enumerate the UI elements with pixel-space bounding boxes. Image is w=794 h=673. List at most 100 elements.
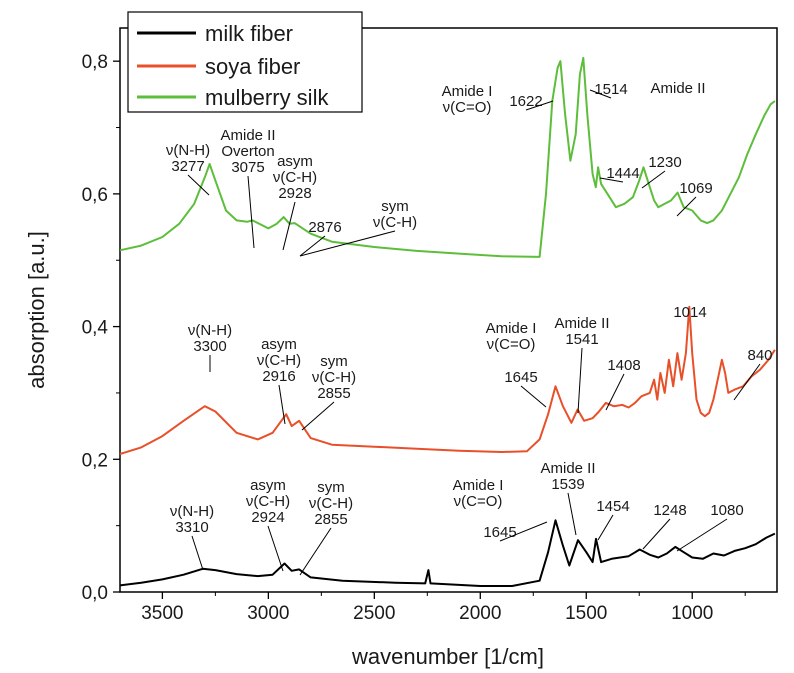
annotation-leader [577, 347, 583, 414]
x-tick-labels: 3500 3000 2500 2000 1500 1000 [141, 603, 713, 624]
y-tick-label: 0,2 [82, 450, 108, 471]
annotation-label: ν(C-H) [373, 214, 417, 231]
legend-label-milk-fiber: milk fiber [205, 21, 293, 46]
peak-annotation-mulberry-silk: Amide Iν(C=O) [442, 83, 493, 116]
annotation-label: 3277 [171, 158, 204, 175]
peak-annotation-mulberry-silk: 1622 [509, 93, 554, 111]
peak-annotation-soya-fiber: Amide Iν(C=O) [486, 320, 537, 353]
annotation-leader [567, 492, 577, 536]
annotation-label: 1248 [653, 502, 686, 519]
annotation-leader [267, 525, 284, 572]
annotation-label: ν(C=O) [454, 493, 503, 510]
annotation-label: asym [261, 336, 297, 353]
annotation-leader [641, 170, 666, 189]
y-tick-label: 0,4 [82, 318, 109, 339]
peak-annotation-milk-fiber: 1080 [676, 502, 744, 552]
x-tick-label: 2000 [459, 603, 501, 624]
annotation-leader [599, 177, 624, 183]
annotation-label: 1408 [607, 357, 640, 374]
y-tick-label: 0,0 [82, 583, 108, 604]
annotation-label: sym [320, 353, 348, 370]
annotation-label: 1645 [483, 524, 516, 541]
y-tick-labels: 0,0 0,2 0,4 0,6 0,8 [82, 52, 109, 604]
peak-annotation-mulberry-silk: 1444 [599, 165, 640, 183]
annotation-label: 1230 [648, 154, 681, 171]
annotation-label: 2928 [278, 185, 311, 202]
peak-annotation-mulberry-silk: 1230 [641, 154, 682, 189]
peak-annotation-soya-fiber: 1408 [605, 357, 641, 411]
x-axis-title: wavenumber [1/cm] [351, 644, 544, 669]
x-tick-label: 3000 [247, 603, 289, 624]
annotation-label: sym [317, 479, 345, 496]
x-tick-label: 3500 [141, 603, 183, 624]
peak-annotation-soya-fiber: 840 [733, 347, 773, 401]
annotation-label: ν(C=O) [443, 99, 492, 116]
annotation-label: ν(C-H) [273, 169, 317, 186]
annotation-leader [676, 518, 728, 552]
annotation-label: 840 [747, 347, 772, 364]
legend-label-soya-fiber: soya fiber [205, 54, 300, 79]
annotation-label: ν(N-H) [166, 142, 210, 159]
annotation-label: 1444 [606, 165, 639, 182]
annotation-label: ν(C=O) [487, 336, 536, 353]
x-tick-label: 1000 [671, 603, 713, 624]
annotation-label: 1080 [710, 502, 743, 519]
annotation-leader [299, 235, 326, 257]
annotation-label: 2876 [308, 219, 341, 236]
annotation-label: 1514 [594, 81, 627, 98]
peak-annotation-milk-fiber: 1248 [642, 502, 687, 550]
annotation-label: 3310 [175, 519, 208, 536]
annotation-leader [597, 514, 614, 541]
annotation-label: sym [381, 198, 409, 215]
annotation-label: 2855 [314, 511, 347, 528]
axis-ticks [113, 60, 746, 599]
peak-annotation-milk-fiber: ν(N-H)3310 [170, 503, 214, 571]
annotation-label: ν(C-H) [309, 495, 353, 512]
legend-box [127, 11, 363, 113]
annotation-label: 2855 [317, 385, 350, 402]
y-tick-label: 0,6 [82, 185, 108, 206]
annotation-leader [605, 373, 625, 411]
series-line-milk-fiber [119, 519, 776, 587]
annotation-leader [499, 521, 548, 542]
annotation-label: 1454 [596, 498, 629, 515]
peak-annotation-mulberry-silk: 1069 [676, 180, 713, 217]
annotation-label: Amide I [486, 320, 537, 337]
peak-annotation-soya-fiber: 1645 [504, 369, 547, 408]
annotation-label: Overton [221, 143, 274, 160]
series-line-mulberry-silk [119, 56, 776, 258]
peak-annotation-milk-fiber: 1454 [596, 498, 630, 541]
annotation-leader [301, 401, 335, 431]
annotation-label: asym [250, 477, 286, 494]
series-layer [119, 56, 776, 587]
annotation-leader [282, 201, 296, 251]
annotation-leader [247, 175, 255, 249]
annotation-label: asym [277, 153, 313, 170]
peak-annotation-milk-fiber: 1645 [483, 521, 548, 542]
annotation-label: 1069 [679, 180, 712, 197]
annotation-label: Amide I [442, 83, 493, 100]
plot-frame [119, 27, 778, 593]
annotation-leader [299, 527, 332, 576]
annotation-label: 2924 [251, 509, 284, 526]
annotation-label: ν(C-H) [312, 369, 356, 386]
annotation-leader [733, 363, 761, 401]
annotation-leader [676, 196, 697, 217]
annotation-leader [520, 385, 547, 408]
annotation-label: 1014 [673, 304, 706, 321]
series-line-soya-fiber [119, 305, 776, 455]
peak-annotation-mulberry-silk: Amide II [650, 80, 705, 97]
peak-annotation-mulberry-silk: 1514 [589, 81, 628, 99]
annotation-label: Amide II [540, 460, 595, 477]
annotation-leader [525, 100, 554, 111]
x-tick-label: 1500 [565, 603, 607, 624]
